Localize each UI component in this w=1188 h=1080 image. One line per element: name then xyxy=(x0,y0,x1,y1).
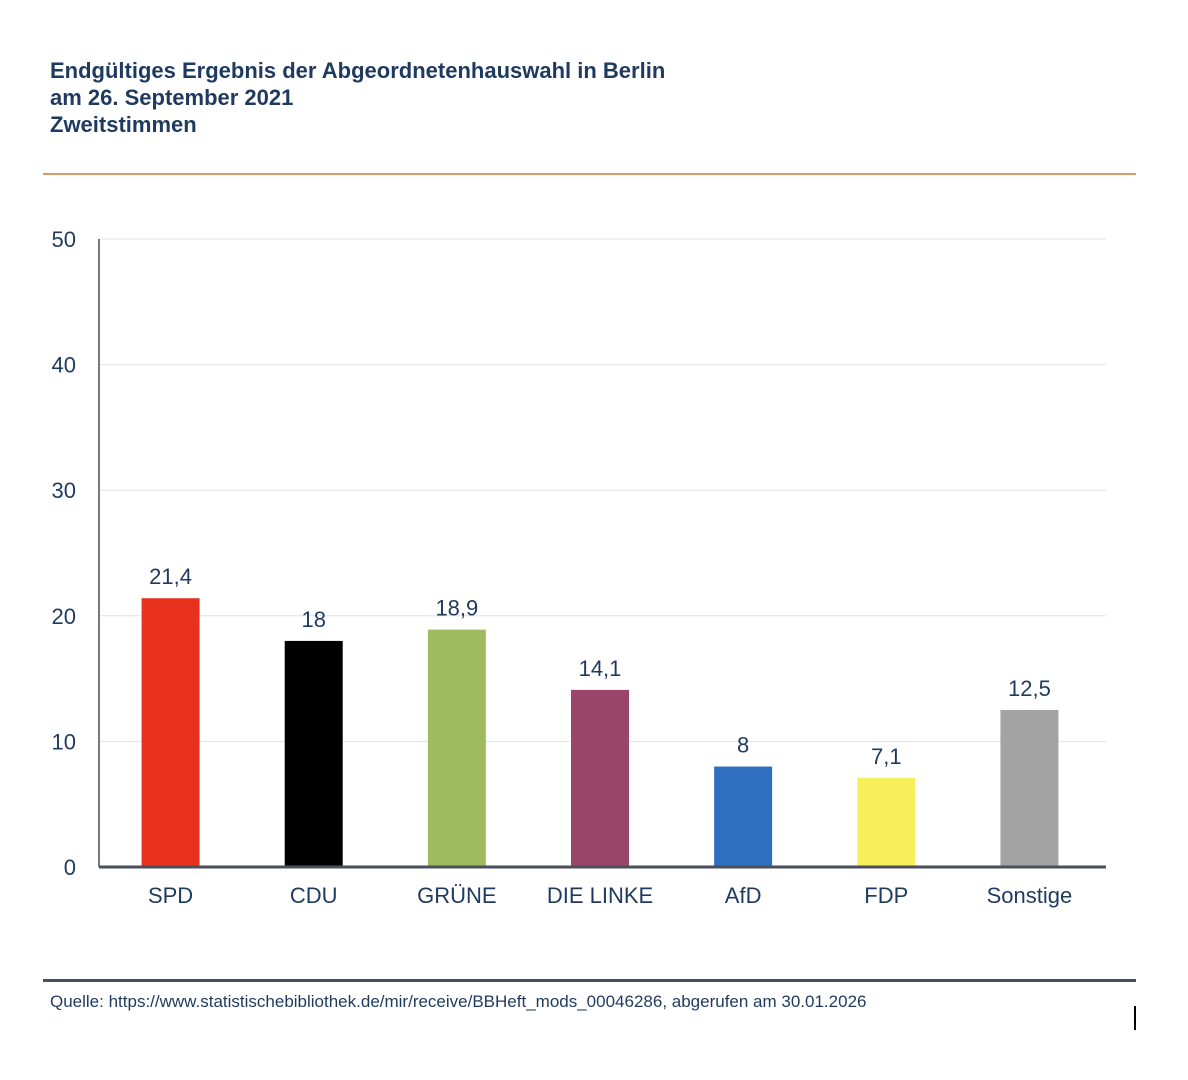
value-label-spd: 21,4 xyxy=(149,564,192,589)
x-tick-label-afd: AfD xyxy=(725,883,762,908)
x-tick-label-gr-ne: GRÜNE xyxy=(417,883,496,908)
bar-chart: 0 10 20 30 40 50 21,4 18 18,9 14,1 8 7,1 12,5 SPD CD… xyxy=(52,227,1106,908)
bar-sonstige xyxy=(1000,710,1059,867)
value-label-die-linke: 14,1 xyxy=(579,656,622,681)
chart-title-line-3: Zweitstimmen xyxy=(50,112,197,137)
chart-title-line-2: am 26. September 2021 xyxy=(50,85,294,110)
value-labels: 21,4 18 18,9 14,1 8 7,1 12,5 xyxy=(149,564,1051,769)
y-tick-label-0: 0 xyxy=(64,855,76,880)
top-divider xyxy=(43,173,1136,175)
x-tick-label-die-linke: DIE LINKE xyxy=(547,883,653,908)
y-axis-ticks: 0 10 20 30 40 50 xyxy=(52,227,76,880)
x-tick-label-cdu: CDU xyxy=(290,883,338,908)
bar-afd xyxy=(714,766,773,867)
x-tick-label-sonstige: Sonstige xyxy=(987,883,1073,908)
chart-title: Endgültiges Ergebnis der Abgeordnetenhau… xyxy=(50,57,665,138)
chart-title-line-1: Endgültiges Ergebnis der Abgeordnetenhau… xyxy=(50,58,666,83)
x-tick-label-spd: SPD xyxy=(148,883,193,908)
bar-cdu xyxy=(284,640,343,867)
bar-gr-ne xyxy=(427,629,486,867)
y-tick-label-10: 10 xyxy=(52,729,76,754)
text-cursor-icon xyxy=(1134,1006,1136,1030)
bar-fdp xyxy=(857,777,916,867)
value-label-cdu: 18 xyxy=(301,607,325,632)
value-label-fdp: 7,1 xyxy=(871,744,902,769)
bars xyxy=(141,598,1059,867)
value-label-afd: 8 xyxy=(737,733,749,758)
value-label-sonstige: 12,5 xyxy=(1008,676,1051,701)
bar-spd xyxy=(141,598,200,867)
source-note: Quelle: https://www.statistischebiblioth… xyxy=(50,992,867,1011)
y-tick-label-40: 40 xyxy=(52,353,76,378)
bottom-divider xyxy=(43,979,1136,982)
value-label-gr-ne: 18,9 xyxy=(435,596,478,621)
y-tick-label-20: 20 xyxy=(52,604,76,629)
y-tick-label-50: 50 xyxy=(52,227,76,252)
x-tick-label-fdp: FDP xyxy=(864,883,908,908)
x-axis-labels: SPD CDU GRÜNE DIE LINKE AfD FDP Sonstige xyxy=(148,883,1072,908)
bar-die-linke xyxy=(571,689,629,867)
y-tick-label-30: 30 xyxy=(52,478,76,503)
